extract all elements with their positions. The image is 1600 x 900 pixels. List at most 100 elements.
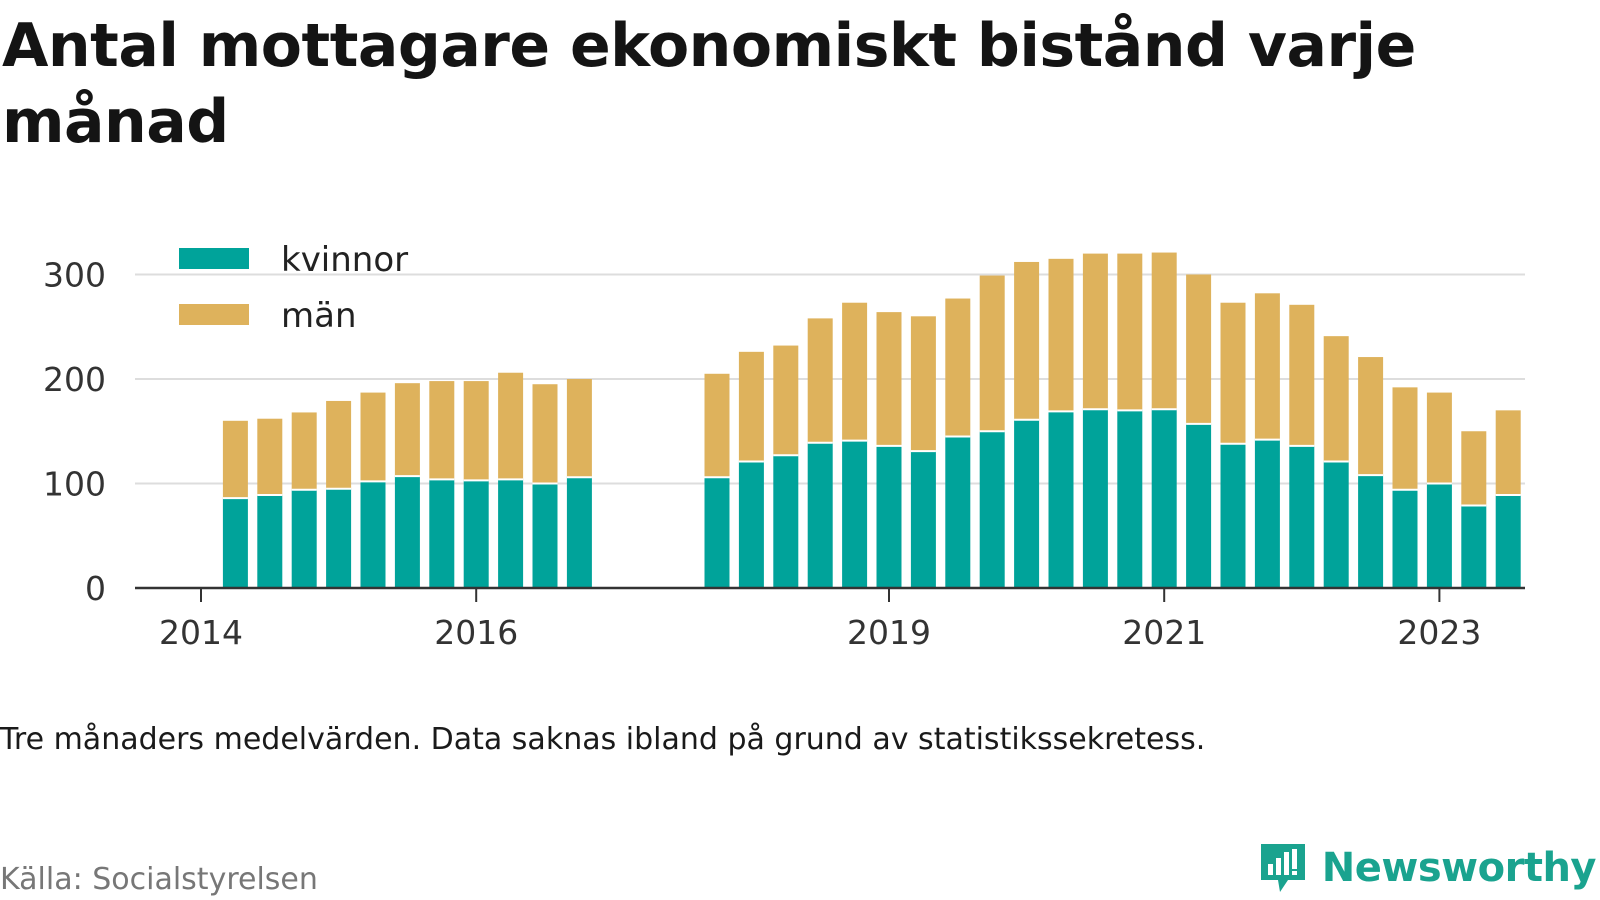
bar-stack — [704, 373, 730, 588]
bar-kvinnor — [1358, 475, 1384, 588]
bar-stack — [876, 312, 902, 588]
bar-man — [291, 412, 317, 490]
bar-stack — [1426, 392, 1452, 588]
bar-man — [1289, 304, 1315, 446]
bar-kvinnor — [979, 431, 1005, 588]
bar-man — [498, 372, 524, 480]
bar-kvinnor — [360, 481, 386, 588]
bar-stack — [1392, 387, 1418, 588]
bar-stack — [498, 372, 524, 588]
bar-kvinnor — [1289, 445, 1315, 588]
bar-stack — [1289, 304, 1315, 588]
legend-label-man: män — [281, 296, 357, 336]
bar-stack — [394, 383, 420, 588]
bar-kvinnor — [222, 498, 248, 588]
bar-stack — [979, 275, 1005, 588]
bar-kvinnor — [394, 476, 420, 588]
bar-man — [704, 373, 730, 478]
bar-man — [1220, 302, 1246, 444]
bar-kvinnor — [532, 483, 558, 588]
bar-stack — [1323, 336, 1349, 588]
y-tick-label: 0 — [85, 569, 106, 608]
bar-kvinnor — [498, 479, 524, 588]
bar-kvinnor — [738, 461, 764, 588]
bar-man — [1082, 253, 1108, 410]
bar-kvinnor — [566, 477, 592, 588]
stacked-bar-chart: 0 100 200 300 2014 2016 2019 2021 2023 kvinnor … — [43, 240, 1525, 652]
newsworthy-chart-icon — [1260, 844, 1305, 892]
bar-man — [429, 381, 455, 480]
bar-stack — [532, 384, 558, 588]
bar-kvinnor — [1014, 419, 1040, 588]
bar-stack — [1048, 258, 1074, 588]
bar-man — [945, 298, 971, 437]
bar-kvinnor — [1461, 505, 1487, 588]
bar-kvinnor — [1254, 439, 1280, 588]
bar-stack — [257, 418, 283, 588]
x-tick-label: 2023 — [1397, 613, 1481, 652]
bar-man — [257, 418, 283, 495]
bar-man — [326, 400, 352, 489]
bar-man — [360, 392, 386, 482]
bar-stack — [1220, 302, 1246, 588]
bar-kvinnor — [1048, 411, 1074, 588]
x-axis-ticks: 2014 2016 2019 2021 2023 — [135, 586, 1525, 652]
bar-stack — [738, 351, 764, 588]
bar-man — [1358, 357, 1384, 476]
bar-stack — [1495, 410, 1521, 588]
x-tick-label: 2019 — [847, 613, 931, 652]
x-tick-label: 2016 — [434, 613, 518, 652]
bar-stack — [463, 381, 489, 588]
chart-note: Tre månaders medelvärden. Data saknas ib… — [0, 722, 1206, 757]
bar-man — [1392, 387, 1418, 490]
bar-stack — [222, 420, 248, 588]
brand-name: Newsworthy — [1321, 845, 1597, 891]
bar-kvinnor — [291, 489, 317, 588]
y-axis-ticks: 0 100 200 300 — [43, 256, 106, 609]
bar-kvinnor — [1082, 409, 1108, 588]
y-tick-label: 100 — [43, 465, 106, 504]
bars — [222, 252, 1521, 588]
bar-man — [738, 351, 764, 462]
legend-swatch-kvinnor — [179, 248, 249, 269]
bar-man — [1151, 252, 1177, 410]
bar-man — [1426, 392, 1452, 484]
bar-stack — [1186, 274, 1212, 588]
legend-label-kvinnor: kvinnor — [281, 240, 408, 280]
bar-stack — [842, 302, 868, 588]
bar-kvinnor — [1392, 489, 1418, 588]
bar-man — [876, 312, 902, 446]
x-tick-label: 2014 — [159, 613, 243, 652]
bar-kvinnor — [1220, 443, 1246, 588]
bar-stack — [945, 298, 971, 588]
bar-kvinnor — [1426, 483, 1452, 588]
bar-man — [1461, 431, 1487, 506]
bar-man — [463, 381, 489, 481]
bar-stack — [1082, 253, 1108, 588]
source-credit: Källa: Socialstyrelsen — [0, 862, 318, 897]
bar-stack — [1254, 293, 1280, 588]
bar-stack — [1358, 357, 1384, 588]
bar-stack — [566, 379, 592, 588]
bar-kvinnor — [1186, 423, 1212, 588]
bar-kvinnor — [773, 455, 799, 588]
bar-kvinnor — [1117, 410, 1143, 588]
bar-man — [842, 302, 868, 441]
bar-man — [979, 275, 1005, 432]
bar-man — [394, 383, 420, 477]
bar-stack — [360, 392, 386, 588]
bar-kvinnor — [257, 494, 283, 588]
bar-kvinnor — [463, 480, 489, 588]
brand-logo: Newsworthy — [1258, 840, 1597, 896]
bar-man — [1495, 410, 1521, 495]
y-tick-label: 200 — [43, 360, 106, 399]
bar-man — [566, 379, 592, 478]
bar-kvinnor — [945, 436, 971, 588]
y-tick-label: 300 — [43, 256, 106, 295]
bar-kvinnor — [429, 479, 455, 588]
bar-stack — [1117, 253, 1143, 588]
bar-kvinnor — [910, 451, 936, 588]
bar-stack — [807, 318, 833, 588]
bar-man — [532, 384, 558, 484]
bar-stack — [429, 381, 455, 588]
